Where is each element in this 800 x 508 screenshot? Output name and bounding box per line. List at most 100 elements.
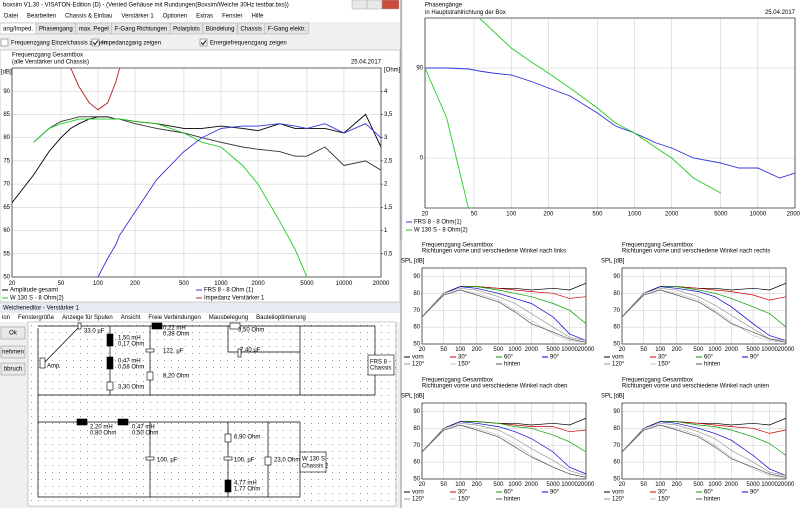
component-label[interactable]: Chassis bbox=[370, 366, 391, 372]
component-label[interactable]: 0,38 Ohm bbox=[163, 332, 189, 338]
legend-label[interactable]: W 130 S - 8 Ohm(2) bbox=[10, 296, 64, 302]
menu-item[interactable]: Bearbeiten bbox=[27, 14, 56, 20]
checkbox[interactable] bbox=[199, 38, 208, 47]
legend-label[interactable]: Impedanz Verstärker 1 bbox=[204, 296, 265, 302]
editor-button-label[interactable]: nehmen bbox=[2, 350, 24, 356]
checkbox-label[interactable]: Energiefrequenzgang zeigen bbox=[210, 41, 287, 47]
component-label[interactable]: 23,0 Ohm bbox=[274, 458, 300, 464]
legend-label[interactable]: 120° bbox=[412, 497, 425, 503]
legend-label[interactable]: vorn bbox=[612, 355, 624, 361]
legend-label[interactable]: 150° bbox=[658, 362, 671, 368]
tab-label[interactable]: F-Gang Richtungen bbox=[115, 27, 167, 33]
maximize-button[interactable] bbox=[366, 0, 383, 10]
window-controls[interactable] bbox=[351, 0, 400, 10]
component-label[interactable]: 3,50 Ohm bbox=[238, 328, 264, 334]
legend-label[interactable]: hinten bbox=[704, 362, 720, 368]
component-label[interactable]: 3,30 Ohm bbox=[118, 385, 144, 391]
legend-label[interactable]: W 130 S - 8 Ohm(2) bbox=[414, 228, 468, 234]
editor-button[interactable] bbox=[0, 362, 26, 376]
component-label[interactable]: FRS 8 - bbox=[370, 360, 391, 366]
tab-label[interactable]: F-Gang elektr. bbox=[268, 27, 306, 33]
component-label[interactable]: 0,50 Ohm bbox=[132, 431, 158, 437]
legend-label[interactable]: 30° bbox=[458, 355, 468, 361]
tab-label[interactable]: Polarplots bbox=[173, 27, 200, 33]
legend-label[interactable]: vorn bbox=[412, 355, 424, 361]
legend-label[interactable]: 120° bbox=[412, 362, 425, 368]
close-button[interactable] bbox=[381, 0, 400, 10]
legend-label[interactable]: 120° bbox=[612, 497, 625, 503]
component-label[interactable]: W 130 S - bbox=[302, 457, 329, 463]
component-label[interactable]: 0,47 mH bbox=[118, 359, 141, 365]
legend-label[interactable]: 90° bbox=[550, 490, 560, 496]
editor-menu-item[interactable]: Fenstergröße bbox=[18, 315, 55, 321]
editor-button-label[interactable]: bbruch bbox=[4, 367, 22, 373]
component-label[interactable]: 100, µF bbox=[234, 458, 255, 464]
legend-label[interactable]: 30° bbox=[658, 490, 668, 496]
legend-label[interactable]: vorn bbox=[612, 490, 624, 496]
editor-menu-item[interactable]: ion bbox=[2, 315, 10, 321]
legend-label[interactable]: 30° bbox=[658, 355, 668, 361]
tab[interactable] bbox=[264, 22, 310, 35]
legend-label[interactable]: hinten bbox=[504, 362, 520, 368]
legend-label[interactable]: 90° bbox=[750, 355, 760, 361]
component-label[interactable]: 0,17 Ohm bbox=[118, 342, 144, 348]
component-label[interactable]: 8,20 Ohm bbox=[163, 374, 189, 380]
tab-label[interactable]: Phasengang bbox=[39, 27, 73, 33]
component-label[interactable]: 2,20 mH bbox=[90, 425, 113, 431]
component-label[interactable]: 0,47 mH bbox=[132, 425, 155, 431]
component-label[interactable]: 33,0 µF bbox=[84, 329, 105, 335]
menu-item[interactable]: Fenster bbox=[222, 14, 242, 20]
legend-label[interactable]: hinten bbox=[504, 497, 520, 503]
minimize-button[interactable] bbox=[351, 0, 368, 10]
menu-item[interactable]: Extras bbox=[196, 14, 213, 20]
tab-label[interactable]: Chassis bbox=[241, 27, 262, 33]
component-label[interactable]: 4,77 mH bbox=[234, 481, 257, 487]
editor-menu-item[interactable]: Freie Verbindungen bbox=[148, 315, 200, 321]
legend-label[interactable]: 60° bbox=[704, 490, 714, 496]
component-label[interactable]: 6,90 Ohm bbox=[234, 435, 260, 441]
editor-menu-item[interactable]: Anzeige für Spulen bbox=[62, 315, 113, 321]
checkbox-label[interactable]: Frequenzgang Einzelchassis zeigen bbox=[11, 41, 107, 47]
component-label[interactable]: Chassis 2 bbox=[302, 464, 329, 470]
component-label[interactable]: 1,50 mH bbox=[118, 336, 141, 342]
legend-label[interactable]: 150° bbox=[458, 362, 471, 368]
editor-menu-item[interactable]: Mausbelegung bbox=[209, 315, 248, 321]
legend-label[interactable]: 150° bbox=[658, 497, 671, 503]
legend-label[interactable]: 90° bbox=[750, 490, 760, 496]
menu-item[interactable]: Datei bbox=[4, 14, 18, 20]
tab-label[interactable]: ang/Imped. bbox=[3, 27, 33, 33]
checkbox[interactable] bbox=[0, 38, 9, 47]
legend-label[interactable]: 60° bbox=[504, 490, 514, 496]
menu-item[interactable]: Verstärker 1 bbox=[121, 14, 154, 20]
legend-label[interactable]: Amplitude gesamt bbox=[10, 288, 58, 294]
menu-item[interactable]: Hilfe bbox=[251, 14, 264, 20]
component-label[interactable]: Amp bbox=[47, 364, 60, 370]
component-label[interactable]: 0,22 mH bbox=[163, 326, 186, 332]
legend-label[interactable]: 150° bbox=[458, 497, 471, 503]
component-label[interactable]: 122, µF bbox=[163, 349, 184, 355]
legend-label[interactable]: 30° bbox=[458, 490, 468, 496]
menu-item[interactable]: Optionen bbox=[163, 14, 187, 20]
editor-button[interactable] bbox=[0, 345, 26, 359]
component-label[interactable]: 7,40 µF bbox=[240, 348, 261, 354]
menu-item[interactable]: Chassis & Einbau bbox=[65, 14, 112, 20]
legend-label[interactable]: 90° bbox=[550, 355, 560, 361]
legend-label[interactable]: vorn bbox=[412, 490, 424, 496]
legend-label[interactable]: FRS 8 - 8 Ohm (1) bbox=[204, 288, 253, 294]
component-label[interactable]: 0,80 Ohm bbox=[90, 431, 116, 437]
component-label[interactable]: 100, µF bbox=[157, 458, 178, 464]
legend-label[interactable]: 60° bbox=[704, 355, 714, 361]
legend-label[interactable]: FRS 8 - 8 Ohm(1) bbox=[414, 220, 462, 226]
legend-label[interactable]: 60° bbox=[504, 355, 514, 361]
editor-menu-item[interactable]: Ansicht bbox=[121, 315, 141, 321]
component-label[interactable]: 1,77 Ohm bbox=[234, 487, 260, 493]
legend-label[interactable]: 120° bbox=[612, 362, 625, 368]
checkbox[interactable] bbox=[91, 38, 100, 47]
component-label[interactable]: 0,58 Ohm bbox=[118, 365, 144, 371]
editor-button[interactable] bbox=[0, 326, 26, 340]
legend-label[interactable]: hinten bbox=[704, 497, 720, 503]
checkbox-label[interactable]: Impedanzgang zeigen bbox=[102, 41, 161, 47]
editor-button-label[interactable]: Ok bbox=[9, 331, 18, 337]
tab-label[interactable]: Bündelung bbox=[206, 27, 235, 33]
editor-menu-item[interactable]: Bauteiloptimierung bbox=[256, 315, 306, 321]
